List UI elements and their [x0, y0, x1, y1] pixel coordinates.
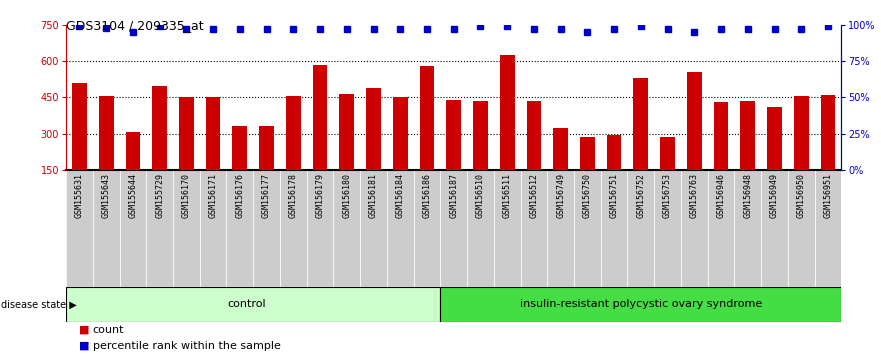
Text: control: control [227, 299, 266, 309]
Text: GDS3104 / 209335_at: GDS3104 / 209335_at [66, 19, 204, 33]
Bar [72, 83, 87, 170]
Text: GSM156512: GSM156512 [529, 173, 538, 218]
Bar [601, 170, 627, 287]
Bar [99, 96, 114, 170]
Text: GSM156180: GSM156180 [343, 173, 352, 218]
Bar [419, 66, 434, 170]
Bar [206, 97, 220, 170]
Text: GSM156749: GSM156749 [556, 173, 565, 218]
Text: GSM155631: GSM155631 [75, 173, 84, 218]
Bar [687, 72, 701, 170]
Text: GSM156177: GSM156177 [262, 173, 271, 218]
Bar [794, 96, 809, 170]
Bar [500, 55, 515, 170]
Bar [494, 170, 521, 287]
Bar [440, 170, 467, 287]
Bar [681, 170, 707, 287]
Bar [226, 170, 253, 287]
Bar [66, 170, 93, 287]
Text: GSM156170: GSM156170 [181, 173, 191, 218]
Bar [413, 170, 440, 287]
Bar [553, 127, 568, 170]
Bar [547, 170, 574, 287]
Text: insulin-resistant polycystic ovary syndrome: insulin-resistant polycystic ovary syndr… [520, 299, 762, 309]
Bar [307, 170, 333, 287]
Text: GSM156950: GSM156950 [796, 173, 806, 218]
Text: GSM156510: GSM156510 [476, 173, 485, 218]
Bar [253, 170, 280, 287]
Text: GSM156184: GSM156184 [396, 173, 404, 218]
Bar [633, 78, 648, 170]
Bar [146, 170, 173, 287]
Text: GSM156186: GSM156186 [423, 173, 432, 218]
Text: GSM156763: GSM156763 [690, 173, 699, 218]
Text: GSM156948: GSM156948 [744, 173, 752, 218]
Bar [179, 97, 194, 170]
Bar [527, 101, 541, 170]
Bar [473, 101, 488, 170]
Bar [655, 170, 681, 287]
Text: GSM156511: GSM156511 [503, 173, 512, 218]
Bar [815, 170, 841, 287]
Text: count: count [93, 325, 124, 335]
Text: GSM156181: GSM156181 [369, 173, 378, 218]
Bar [607, 135, 621, 170]
Bar [66, 287, 440, 322]
Bar [280, 170, 307, 287]
Bar [660, 137, 675, 170]
Text: GSM155729: GSM155729 [155, 173, 164, 218]
Text: GSM156949: GSM156949 [770, 173, 779, 218]
Text: GSM156187: GSM156187 [449, 173, 458, 218]
Text: GSM156751: GSM156751 [610, 173, 618, 218]
Bar [740, 101, 755, 170]
Bar [339, 94, 354, 170]
Bar [259, 126, 274, 170]
Bar [387, 170, 413, 287]
Bar [707, 170, 735, 287]
Text: ■: ■ [79, 325, 90, 335]
Text: GSM155643: GSM155643 [101, 173, 111, 218]
Bar [627, 170, 655, 287]
Text: disease state ▶: disease state ▶ [1, 299, 77, 309]
Bar [360, 170, 387, 287]
Bar [820, 95, 835, 170]
Bar [735, 170, 761, 287]
Bar [200, 170, 226, 287]
Text: ■: ■ [79, 341, 90, 351]
Bar [173, 170, 200, 287]
Bar [714, 102, 729, 170]
Text: GSM156951: GSM156951 [824, 173, 833, 218]
Bar [313, 65, 328, 170]
Text: GSM156176: GSM156176 [235, 173, 244, 218]
Bar [521, 170, 547, 287]
Bar [233, 126, 248, 170]
Text: GSM156750: GSM156750 [583, 173, 592, 218]
Bar [393, 97, 408, 170]
Bar [120, 170, 146, 287]
Bar [767, 107, 781, 170]
Bar [788, 170, 815, 287]
Bar [761, 170, 788, 287]
Text: GSM156752: GSM156752 [636, 173, 646, 218]
Bar [440, 287, 841, 322]
Text: GSM156179: GSM156179 [315, 173, 324, 218]
Text: GSM155644: GSM155644 [129, 173, 137, 218]
Bar [93, 170, 120, 287]
Bar [286, 96, 300, 170]
Text: GSM156946: GSM156946 [716, 173, 726, 218]
Bar [152, 86, 167, 170]
Text: GSM156178: GSM156178 [289, 173, 298, 218]
Bar [574, 170, 601, 287]
Text: GSM156753: GSM156753 [663, 173, 672, 218]
Bar [580, 137, 595, 170]
Bar [467, 170, 494, 287]
Bar [447, 100, 461, 170]
Bar [366, 88, 381, 170]
Bar [126, 132, 140, 170]
Bar [333, 170, 360, 287]
Text: percentile rank within the sample: percentile rank within the sample [93, 341, 280, 351]
Text: GSM156171: GSM156171 [209, 173, 218, 218]
